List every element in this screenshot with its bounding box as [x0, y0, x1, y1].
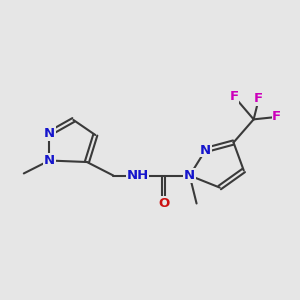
Text: F: F: [230, 90, 239, 103]
Text: F: F: [254, 92, 263, 105]
Text: NH: NH: [126, 169, 148, 182]
Text: O: O: [158, 197, 169, 210]
Text: N: N: [184, 169, 195, 182]
Text: N: N: [44, 154, 55, 167]
Text: F: F: [272, 110, 281, 124]
Text: N: N: [200, 143, 211, 157]
Text: N: N: [44, 127, 55, 140]
